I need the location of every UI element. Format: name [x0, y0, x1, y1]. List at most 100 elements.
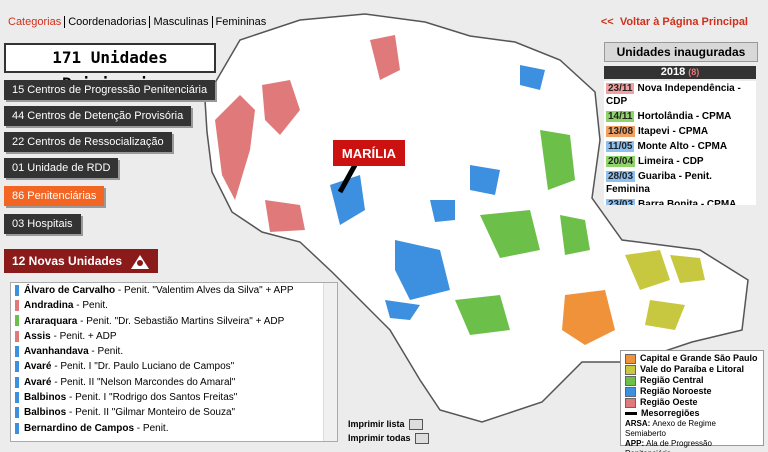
inaugurated-list: 23/11 Nova Independência - CDP 14/11 Hortol…	[604, 81, 756, 205]
icon	[131, 254, 150, 269]
unit-text: Limeira - CDP	[638, 156, 704, 167]
print-link[interactable]: Imprimir lista	[348, 418, 429, 430]
nav-link[interactable]: Coordenadorias	[64, 16, 150, 28]
inaugurated-row: 23/03 Barra Bonita - CPMA	[604, 197, 756, 205]
date: 28/03	[606, 171, 636, 182]
swatch	[15, 422, 19, 434]
abbr-text: Ala de Progressão Penitenciária	[625, 439, 712, 452]
category-button[interactable]: 01 Unidade de RDD	[4, 158, 119, 178]
legend-swatch	[625, 386, 636, 397]
inaugurated-button[interactable]: Unidades inauguradas	[604, 42, 758, 62]
year-header: 2018 (8)	[604, 66, 756, 79]
unit-name: Balbinos	[24, 392, 67, 404]
nav-link[interactable]: Categorias	[8, 16, 62, 28]
unit-detail: - Penit. II "Gilmar Monteiro de Souza"	[66, 407, 236, 419]
abbreviation: ARSA: Anexo de Regime Semiaberto	[625, 419, 759, 439]
legend-item: Região Oeste	[625, 397, 759, 408]
back-link[interactable]: << Voltar à Página Principal	[600, 16, 748, 28]
unit-row[interactable]: Balbinos - Penit. I "Rodrigo dos Santos …	[11, 390, 337, 405]
unit-text: Itapevi - CPMA	[638, 126, 709, 137]
unit-name: Avaré	[24, 376, 52, 388]
unit-text: Nova Independência - CDP	[606, 83, 741, 107]
legend-item: Região Central	[625, 375, 759, 386]
inaugurated-row: 23/11 Nova Independência - CDP	[604, 81, 756, 109]
category-button[interactable]: 86 Penitenciárias	[4, 186, 105, 206]
category-button[interactable]: 44 Centros de Detenção Provisória	[4, 106, 192, 126]
legend-label: Região Oeste	[640, 397, 698, 407]
swatch	[15, 407, 19, 419]
swatch	[15, 346, 19, 358]
inaugurated-row: 14/11 Hortolândia - CPMA	[604, 109, 756, 124]
legend-label: Mesorregiões	[641, 408, 700, 418]
nav-link[interactable]: Masculinas	[149, 16, 212, 28]
unit-text: Monte Alto - CPMA	[637, 141, 728, 152]
date: 23/11	[606, 83, 635, 94]
nav-link[interactable]: Femininas	[211, 16, 270, 28]
swatch	[15, 330, 19, 342]
unit-text: Guariba - Penit. Feminina	[606, 171, 712, 195]
legend-item: Vale do Paraíba e Litoral	[625, 364, 759, 375]
region-central	[455, 130, 590, 335]
total-title: 171 Unidades Prisionais	[4, 43, 216, 93]
unit-row[interactable]: Avaré - Penit. II "Nelson Marcondes do A…	[11, 375, 337, 390]
legend: Capital e Grande São Paulo Vale do Paraíb…	[620, 350, 764, 452]
date: 14/11	[606, 111, 635, 122]
unit-name: Balbinos	[24, 407, 67, 419]
unit-row[interactable]: Balbinos - Penit. II "Gilmar Monteiro de…	[11, 405, 337, 420]
unit-name: Araraquara	[24, 315, 78, 327]
legend-label: Vale do Paraíba e Litoral	[640, 364, 745, 374]
unit-name: Andradina	[24, 300, 74, 312]
category-button[interactable]: 03 Hospitais	[4, 214, 81, 234]
year-count: (8)	[688, 67, 700, 77]
swatch	[15, 376, 19, 388]
marker-label: MARÍLIA	[342, 146, 397, 161]
new-units[interactable]: 12 Novas Unidades	[4, 249, 158, 273]
scrollbar[interactable]	[323, 283, 337, 441]
legend-line	[625, 412, 637, 416]
print-link[interactable]: Imprimir todas	[348, 432, 429, 444]
unit-row[interactable]: Araraquara - Penit. "Dr. Sebastião Marti…	[11, 314, 337, 329]
swatch	[15, 391, 19, 403]
unit-name: Avanhandava	[24, 346, 89, 358]
print-links: Imprimir lista Imprimir todas	[348, 418, 429, 446]
swatch	[15, 361, 19, 373]
legend-swatch	[625, 353, 636, 364]
legend-item: Região Noroeste	[625, 386, 759, 397]
unit-name: Assis	[24, 330, 51, 342]
category-button[interactable]: 15 Centros de Progressão Penitenciária	[4, 80, 216, 100]
unit-row[interactable]: Assis - Penit. + ADP	[11, 329, 337, 344]
unit-detail: - Penit. "Valentim Alves da Silva" + APP	[115, 285, 294, 296]
swatch	[15, 315, 19, 327]
new-units-label: 12 Novas Unidades	[12, 254, 123, 268]
unit-detail: - Penit. I "Rodrigo dos Santos Freitas"	[66, 392, 238, 404]
abbreviation: APP:Ala de Progressão Penitenciária	[625, 439, 759, 452]
unit-row[interactable]: Andradina - Penit.	[11, 298, 337, 313]
unit-row[interactable]: Avaré - Penit. I "Dr. Paulo Luciano de C…	[11, 359, 337, 374]
unit-detail: - Penit. II "Nelson Marcondes do Amaral"	[51, 376, 236, 388]
legend-item: Mesorregiões	[625, 408, 759, 419]
date: 20/04	[606, 156, 636, 167]
unit-row[interactable]: Bernardino de Campos - Penit.	[11, 421, 337, 436]
unit-row[interactable]: Álvaro de Carvalho - Penit. "Valentim Al…	[11, 283, 337, 298]
unit-name: Bernardino de Campos	[24, 422, 135, 434]
legend-label: Região Central	[640, 375, 704, 385]
legend-label: Capital e Grande São Paulo	[640, 353, 758, 363]
unit-detail: - Penit.	[73, 300, 108, 312]
print-icon	[408, 418, 423, 430]
category-button[interactable]: 22 Centros de Ressocialização	[4, 132, 172, 152]
unit-text: Barra Bonita - CPMA	[638, 199, 737, 205]
inaugurated-row: 28/03 Guariba - Penit. Feminina	[604, 169, 756, 197]
unit-detail: - Penit. I "Dr. Paulo Luciano de Campos"	[51, 361, 235, 373]
unit-row[interactable]: Avanhandava - Penit.	[11, 344, 337, 359]
year: 2018	[660, 66, 686, 78]
legend-swatch	[625, 375, 636, 386]
unit-detail: - Penit. + ADP	[50, 330, 117, 342]
swatch	[15, 284, 19, 296]
print-icon	[414, 432, 429, 444]
region-capital	[562, 290, 615, 345]
date: 23/03	[606, 199, 636, 205]
swatch	[15, 300, 19, 312]
print-label: Imprimir todas	[348, 433, 411, 443]
